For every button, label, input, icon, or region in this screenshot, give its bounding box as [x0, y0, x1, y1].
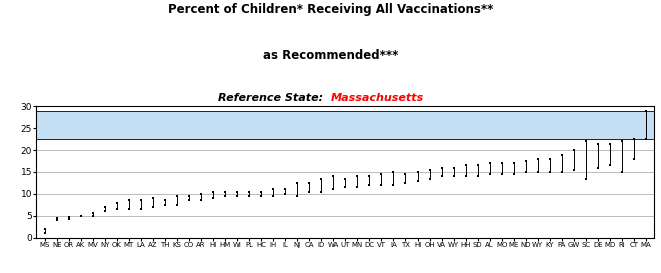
Text: Reference State:: Reference State: [217, 93, 330, 103]
Text: as Recommended***: as Recommended*** [263, 49, 398, 62]
Text: Massachusetts: Massachusetts [330, 93, 424, 103]
Text: Percent of Children* Receiving All Vaccinations**: Percent of Children* Receiving All Vacci… [168, 3, 493, 16]
Bar [36, 111, 654, 139]
